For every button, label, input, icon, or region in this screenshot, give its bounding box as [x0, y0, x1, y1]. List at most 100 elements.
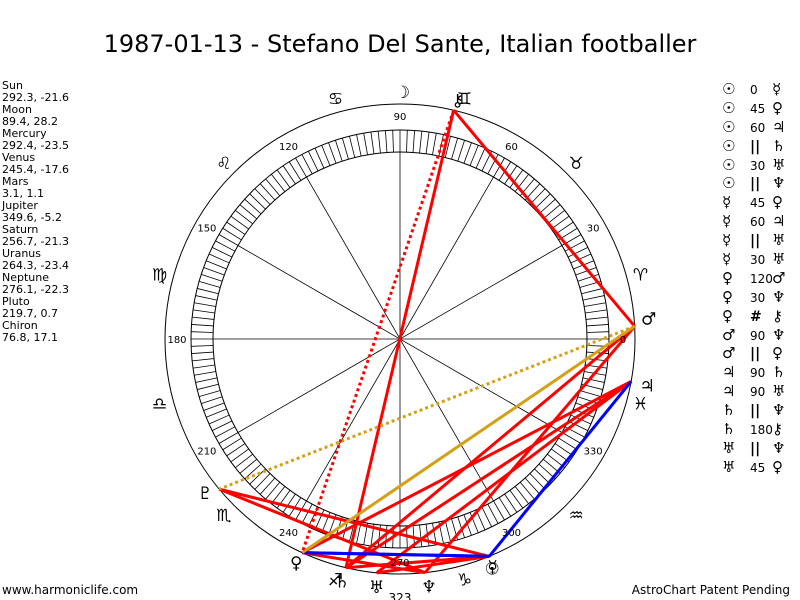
planet-name: Chiron	[2, 319, 38, 332]
aspect-planet-2-glyph: ♅	[772, 250, 786, 269]
tick-mark	[206, 260, 227, 270]
tick-mark	[328, 142, 337, 164]
tick-mark	[249, 468, 266, 485]
aspect-planet-1-glyph: ♀	[722, 287, 733, 306]
tick-mark	[547, 210, 565, 225]
tick-mark	[370, 131, 375, 154]
aspect-row: ♂ 90 ♆	[722, 326, 800, 345]
tick-mark	[239, 204, 258, 220]
aspect-angle: 180	[750, 423, 773, 438]
tick-mark	[585, 316, 608, 320]
tick-mark	[218, 234, 239, 246]
aspect-planet-1-glyph: ☿	[722, 193, 732, 212]
tick-mark	[215, 426, 236, 438]
saturn-glyph: ♄	[334, 573, 349, 593]
tick-mark	[288, 161, 302, 181]
tick-mark	[208, 253, 230, 264]
planet-coords: 292.4, -23.5	[2, 139, 69, 152]
tick-mark	[487, 503, 499, 524]
degree-label: 60	[505, 142, 518, 153]
tick-mark	[197, 288, 219, 295]
tick-mark	[276, 169, 291, 188]
aspect-planet-2-glyph: ♆	[772, 438, 786, 457]
tick-mark	[564, 240, 585, 252]
aspect-angle: 45	[750, 196, 766, 211]
zodiac-sign-glyph: ♑	[457, 571, 472, 591]
aspect-planet-1-glyph: ☉	[722, 80, 736, 98]
tick-mark	[244, 198, 262, 215]
tick-mark	[534, 468, 551, 485]
tick-mark	[203, 267, 225, 276]
aspect-planet-1-glyph: ☉	[722, 98, 736, 117]
aspect-lines	[218, 109, 636, 575]
tick-mark	[585, 309, 608, 314]
tick-mark	[577, 396, 599, 404]
sun-glyph: ☉	[485, 559, 500, 579]
tick-mark	[551, 215, 570, 230]
degree-label: 330	[584, 447, 603, 458]
degree-label: 0	[620, 335, 626, 346]
tick-mark	[561, 432, 582, 444]
tick-mark	[504, 165, 518, 185]
tick-mark	[254, 473, 271, 490]
tick-mark	[385, 525, 388, 548]
zodiac-sign-glyph: ♏	[216, 506, 231, 526]
aspect-angle: ||	[750, 346, 761, 363]
tick-mark	[222, 437, 242, 451]
degree-label: 30	[587, 224, 600, 235]
tick-mark	[469, 145, 479, 166]
tick-mark	[514, 486, 529, 504]
chiron-glyph: ⚷	[451, 91, 463, 111]
tick-mark	[265, 178, 281, 197]
zodiac-sign-glyph: ♊	[457, 89, 472, 109]
tick-mark	[215, 240, 236, 252]
tick-mark	[192, 316, 215, 320]
aspect-line-hard	[344, 109, 456, 569]
aspect-angle: 0	[750, 83, 758, 97]
aspect-planet-2-glyph: ♅	[772, 155, 786, 174]
aspect-line-hard	[345, 554, 490, 570]
outer-ring	[164, 103, 636, 575]
aspect-row: ♀ 30 ♆	[722, 288, 800, 307]
tick-mark	[463, 142, 472, 164]
tick-mark	[558, 437, 578, 451]
zodiac-sign-glyph: ♒	[568, 506, 583, 526]
aspect-row: ♂ || ♀	[722, 344, 800, 363]
aspect-planet-2-glyph: ♀	[772, 98, 783, 117]
aspect-planet-1-glyph: ♃	[722, 382, 736, 401]
tick-mark	[579, 390, 602, 397]
aspect-planet-2-glyph: ♅	[772, 382, 786, 401]
aspect-planet-2-glyph: ♃	[772, 117, 786, 136]
aspect-row: ☿ 45 ♀	[722, 193, 800, 212]
tick-mark	[575, 267, 597, 276]
planet-coords: 292.3, -21.6	[2, 91, 69, 104]
tick-mark	[581, 288, 603, 295]
venus-glyph: ♀	[290, 554, 302, 574]
aspect-planet-2-glyph: ♄	[772, 363, 786, 382]
website-link[interactable]: www.harmoniclife.com	[2, 583, 139, 597]
tick-mark	[432, 523, 437, 545]
tick-mark	[230, 448, 249, 463]
tick-mark	[259, 183, 276, 201]
tick-mark	[363, 133, 368, 155]
tick-mark	[314, 509, 325, 531]
tick-mark	[230, 215, 249, 230]
tick-mark	[586, 324, 609, 327]
tick-mark	[509, 490, 524, 509]
aspect-planet-2-glyph: ♀	[772, 457, 783, 476]
aspect-row: ☉ 0 ☿	[722, 80, 800, 99]
zodiac-sign-glyph: ♋	[328, 89, 343, 109]
aspect-angle: 60	[750, 120, 766, 135]
planet-coords: 276.1, -22.3	[2, 283, 69, 296]
aspect-planet-1-glyph: ♂	[722, 344, 736, 363]
aspect-planet-1-glyph: ♀	[722, 306, 733, 325]
tick-mark	[282, 165, 296, 185]
aspect-planet-2-glyph: ♃	[772, 212, 786, 231]
tick-mark	[342, 137, 349, 160]
tick-mark	[509, 169, 524, 188]
zodiac-sign-glyph: ♈	[633, 266, 648, 286]
planet-coords: 3.1, 1.1	[2, 187, 44, 200]
tick-mark	[534, 193, 551, 210]
tick-mark	[356, 134, 362, 157]
zodiac-sign-glyph: ♐	[328, 571, 343, 591]
